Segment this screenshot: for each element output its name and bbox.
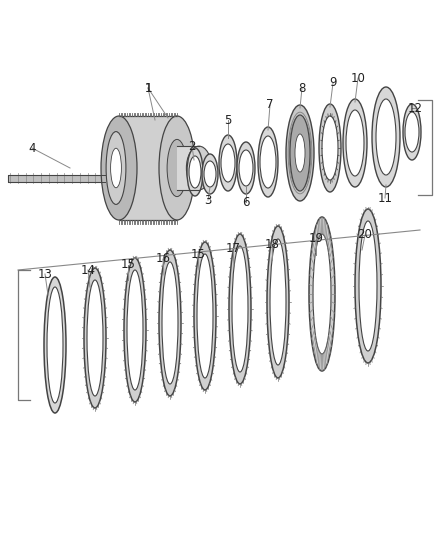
Ellipse shape — [124, 258, 146, 402]
Bar — [119, 116, 177, 220]
Ellipse shape — [44, 277, 66, 413]
Ellipse shape — [267, 226, 289, 378]
Text: 12: 12 — [407, 101, 423, 115]
Ellipse shape — [239, 150, 253, 186]
Ellipse shape — [319, 104, 341, 192]
Ellipse shape — [106, 132, 126, 204]
Ellipse shape — [355, 209, 381, 363]
Ellipse shape — [313, 234, 331, 354]
Text: 1: 1 — [144, 82, 152, 94]
Text: 1: 1 — [144, 82, 152, 94]
Text: 14: 14 — [81, 263, 95, 277]
Ellipse shape — [87, 280, 103, 396]
Ellipse shape — [290, 115, 310, 191]
Ellipse shape — [372, 87, 400, 187]
Text: 19: 19 — [308, 232, 324, 246]
Bar — [8, 174, 105, 182]
Ellipse shape — [295, 134, 305, 172]
Ellipse shape — [111, 148, 121, 188]
Ellipse shape — [194, 242, 216, 390]
Text: 15: 15 — [120, 259, 135, 271]
Ellipse shape — [162, 262, 178, 384]
Ellipse shape — [47, 287, 63, 403]
Ellipse shape — [258, 127, 278, 197]
Ellipse shape — [260, 136, 276, 188]
Text: 2: 2 — [188, 140, 196, 152]
Ellipse shape — [189, 156, 201, 188]
Text: 17: 17 — [226, 243, 240, 255]
Text: 10: 10 — [350, 71, 365, 85]
Ellipse shape — [346, 110, 364, 176]
Text: 13: 13 — [38, 268, 53, 280]
Text: 20: 20 — [357, 229, 372, 241]
Text: 16: 16 — [155, 253, 170, 265]
Ellipse shape — [343, 99, 367, 187]
Ellipse shape — [229, 234, 251, 384]
Ellipse shape — [197, 254, 213, 378]
Ellipse shape — [204, 161, 216, 187]
Ellipse shape — [101, 116, 137, 220]
Text: 7: 7 — [266, 99, 274, 111]
Ellipse shape — [127, 270, 143, 390]
Text: 6: 6 — [242, 196, 250, 208]
Ellipse shape — [159, 116, 195, 220]
Ellipse shape — [270, 239, 286, 365]
Text: 9: 9 — [329, 77, 337, 90]
Ellipse shape — [167, 140, 187, 197]
Text: 3: 3 — [204, 193, 212, 206]
Ellipse shape — [187, 146, 212, 190]
Ellipse shape — [309, 217, 335, 371]
Text: 11: 11 — [378, 191, 392, 205]
Text: 5: 5 — [224, 114, 232, 126]
Ellipse shape — [405, 112, 419, 152]
Ellipse shape — [202, 154, 218, 194]
Ellipse shape — [403, 104, 421, 160]
Text: 4: 4 — [28, 141, 36, 155]
Ellipse shape — [232, 246, 248, 372]
Ellipse shape — [286, 105, 314, 201]
Text: 15: 15 — [191, 247, 205, 261]
Ellipse shape — [376, 99, 396, 175]
Bar — [177, 146, 199, 190]
Ellipse shape — [84, 268, 106, 408]
Text: 18: 18 — [265, 238, 279, 251]
Ellipse shape — [237, 142, 255, 194]
Ellipse shape — [219, 135, 237, 191]
Ellipse shape — [359, 221, 377, 351]
Ellipse shape — [322, 116, 338, 180]
Text: 8: 8 — [298, 82, 306, 94]
Ellipse shape — [159, 250, 181, 396]
Ellipse shape — [221, 144, 235, 182]
Ellipse shape — [187, 148, 203, 196]
